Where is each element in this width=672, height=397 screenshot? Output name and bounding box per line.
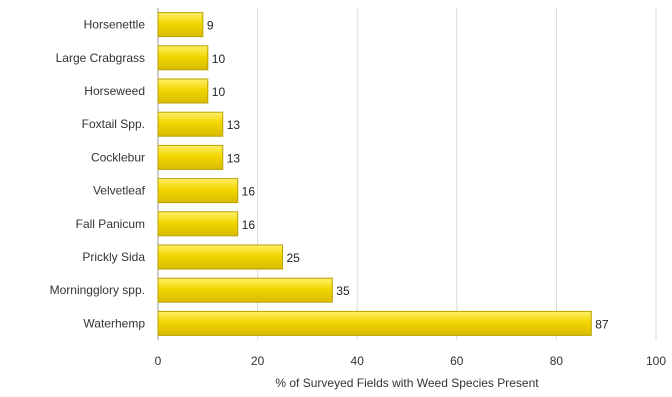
bar [157,45,209,71]
data-label: 87 [595,317,609,331]
x-tick-label: 80 [550,354,564,368]
category-label: Morningglory spp. [50,283,145,297]
category-label: Fall Panicum [76,217,145,231]
data-label: 35 [336,284,350,298]
bar [157,310,592,336]
bar [157,12,204,38]
value-labels: 9 10 10 13 13 16 16 25 35 87 [207,19,609,332]
bar [157,178,239,204]
data-label: 16 [242,185,256,199]
x-tick-label: 40 [351,354,365,368]
data-label: 10 [212,52,226,66]
category-label: Cocklebur [91,150,145,164]
category-label: Prickly Sida [82,250,145,264]
x-tick-label: 100 [646,354,666,368]
category-labels: Horsenettle Large Crabgrass Horseweed Foxta… [50,18,146,331]
bar [157,244,283,270]
category-label: Large Crabgrass [56,51,145,65]
data-label: 13 [227,151,241,165]
x-tick-labels: 0 20 40 60 80 100 [155,354,667,368]
data-label: 9 [207,19,214,33]
category-label: Horsenettle [84,18,146,32]
category-label: Velvetleaf [93,184,146,198]
data-label: 10 [212,85,226,99]
category-label: Waterhemp [83,316,145,330]
bar [157,277,333,303]
x-tick-label: 0 [155,354,162,368]
category-label: Horseweed [84,84,145,98]
data-label: 13 [227,118,241,132]
data-label: 25 [287,251,301,265]
bars [157,12,592,336]
bar [157,111,224,137]
bar [157,144,224,170]
bar [157,211,239,237]
data-label: 16 [242,218,256,232]
x-axis-title: % of Surveyed Fields with Weed Species P… [275,376,539,390]
bar [157,78,209,104]
category-label: Foxtail Spp. [82,117,145,131]
x-tick-label: 20 [251,354,265,368]
x-tick-label: 60 [450,354,464,368]
